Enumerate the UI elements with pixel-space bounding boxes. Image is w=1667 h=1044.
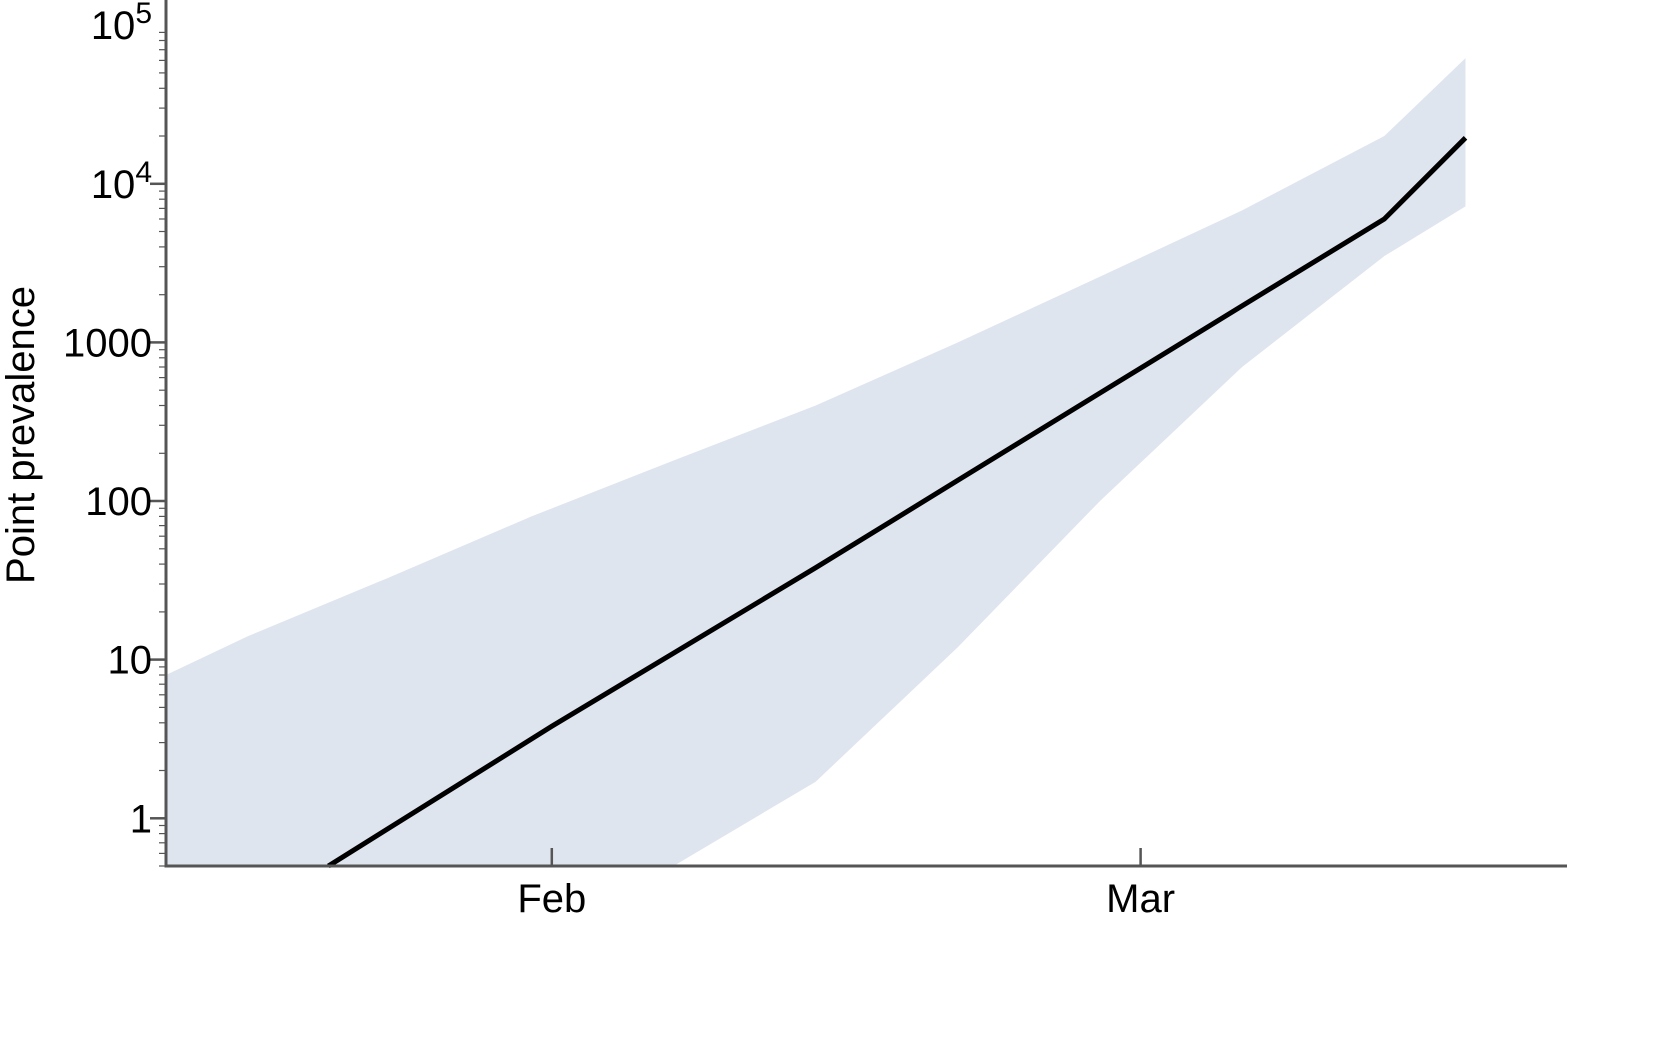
plot-area: [166, 58, 1468, 869]
y-tick-label: 1: [130, 797, 152, 841]
x-tick-label: Feb: [517, 877, 586, 921]
y-tick-label: 10: [108, 639, 153, 683]
y-tick-label: 1000: [63, 321, 152, 365]
x-tick-label: Mar: [1106, 877, 1175, 921]
y-tick-label: 100: [85, 480, 152, 524]
y-tick-label: 105: [91, 0, 152, 48]
y-axis-title: Point prevalence: [0, 286, 43, 584]
y-tick-label: 104: [91, 156, 152, 207]
median-line: [327, 136, 1468, 869]
y-axis: 1 10 100 1000 104 105: [63, 0, 168, 867]
x-axis: Feb Mar: [164, 848, 1567, 921]
uncertainty-band: [166, 58, 1466, 867]
